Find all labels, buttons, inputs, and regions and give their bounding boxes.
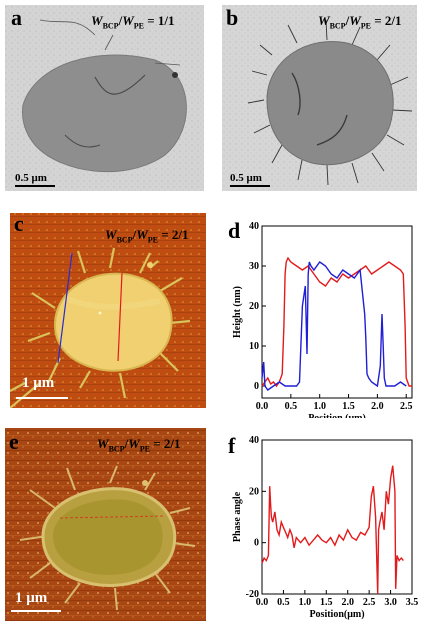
panel-c-afm-image: c WBCP/WPE = 2/1 1 μm [10, 213, 206, 408]
height-profile-chart: 0.0 0.5 1.0 1.5 2.0 2.5 0 10 20 30 40 Position (μm)… [232, 221, 413, 418]
height-x-tick-label: 2.5 [400, 401, 413, 412]
ratio-label-e: WBCP/WPE = 2/1 [97, 436, 181, 454]
phase-x-tick-label: 3.5 [406, 597, 418, 608]
phase-x-tick-label: 0.5 [277, 597, 290, 608]
scale-label-b: 0.5 μm [230, 172, 262, 184]
panel-b-tem-image: b WBCP/WPE = 2/1 0.5 μm [222, 5, 417, 191]
phase-x-tick-label: 2.0 [341, 597, 354, 608]
height-y-tick-label: 30 [249, 261, 259, 272]
phase-x-tick-label: 1.5 [320, 597, 333, 608]
height-y-tick-label: 20 [249, 301, 259, 312]
height-series-line-1 [261, 261, 407, 391]
panel-label-e: e [9, 429, 19, 454]
panel-a-tem-image: a WBCP/WPE = 1/1 0.5 μm [5, 5, 204, 191]
height-y-tick-label: 0 [254, 381, 259, 392]
phase-series-line-0 [261, 465, 404, 595]
height-x-tick-label: 0.5 [285, 401, 298, 412]
phase-x-tick-label: 2.5 [363, 597, 376, 608]
afm-height-image-c [10, 213, 206, 408]
tem-image-a [5, 5, 204, 191]
scale-bar-b [230, 185, 270, 187]
phase-y-tick-label: -20 [246, 589, 259, 600]
tem-image-b [222, 5, 417, 191]
phase-y-axis-title: Phase angle [232, 491, 243, 542]
height-x-axis-title: Position (μm) [308, 413, 366, 418]
phase-y-tick-label: 40 [249, 435, 259, 446]
panel-label-c: c [14, 213, 24, 236]
panel-label-f: f [228, 433, 236, 458]
phase-profile-chart: 0.0 0.5 1.0 1.5 2.0 2.5 3.0 3.5 -20 0 20 40 Position… [232, 435, 418, 620]
panel-e-afm-image: e WBCP/WPE = 2/1 1 μm [5, 428, 206, 621]
phase-y-tick-label: 0 [254, 538, 259, 549]
panel-label-d: d [228, 218, 241, 243]
phase-plot-frame [261, 439, 413, 595]
panel-label-a: a [11, 5, 22, 30]
phase-y-tick-label: 20 [249, 486, 259, 497]
scale-bar-e [11, 610, 61, 612]
scale-bar-c [16, 397, 68, 399]
scale-bar-a [15, 185, 55, 187]
height-plot-frame [261, 225, 413, 399]
phase-x-tick-label: 3.0 [384, 597, 397, 608]
scale-label-e: 1 μm [15, 590, 48, 606]
ratio-label-b: WBCP/WPE = 2/1 [318, 13, 402, 31]
height-x-tick-label: 1.5 [342, 401, 355, 412]
ratio-label-a: WBCP/WPE = 1/1 [91, 13, 175, 31]
height-x-tick-label: 2.0 [371, 401, 384, 412]
phase-x-tick-label: 1.0 [299, 597, 312, 608]
panel-label-b: b [226, 5, 239, 30]
height-y-tick-label: 40 [249, 221, 259, 232]
height-y-axis-title: Height (nm) [232, 286, 243, 338]
scale-label-a: 0.5 μm [15, 172, 47, 184]
ratio-label-c: WBCP/WPE = 2/1 [105, 227, 189, 245]
height-x-tick-label: 1.0 [313, 401, 326, 412]
phase-x-axis-title: Position(μm) [309, 609, 364, 620]
phase-x-tick-label: 0.0 [256, 597, 269, 608]
height-x-tick-label: 0.0 [256, 401, 269, 412]
height-y-tick-label: 10 [249, 341, 259, 352]
scale-label-c: 1 μm [22, 375, 55, 391]
afm-phase-image-e [5, 428, 206, 621]
